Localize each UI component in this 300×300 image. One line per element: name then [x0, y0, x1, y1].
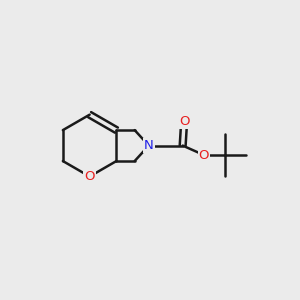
Text: O: O	[179, 115, 189, 128]
Text: N: N	[144, 139, 154, 152]
Text: O: O	[199, 148, 209, 161]
Text: O: O	[84, 170, 95, 183]
